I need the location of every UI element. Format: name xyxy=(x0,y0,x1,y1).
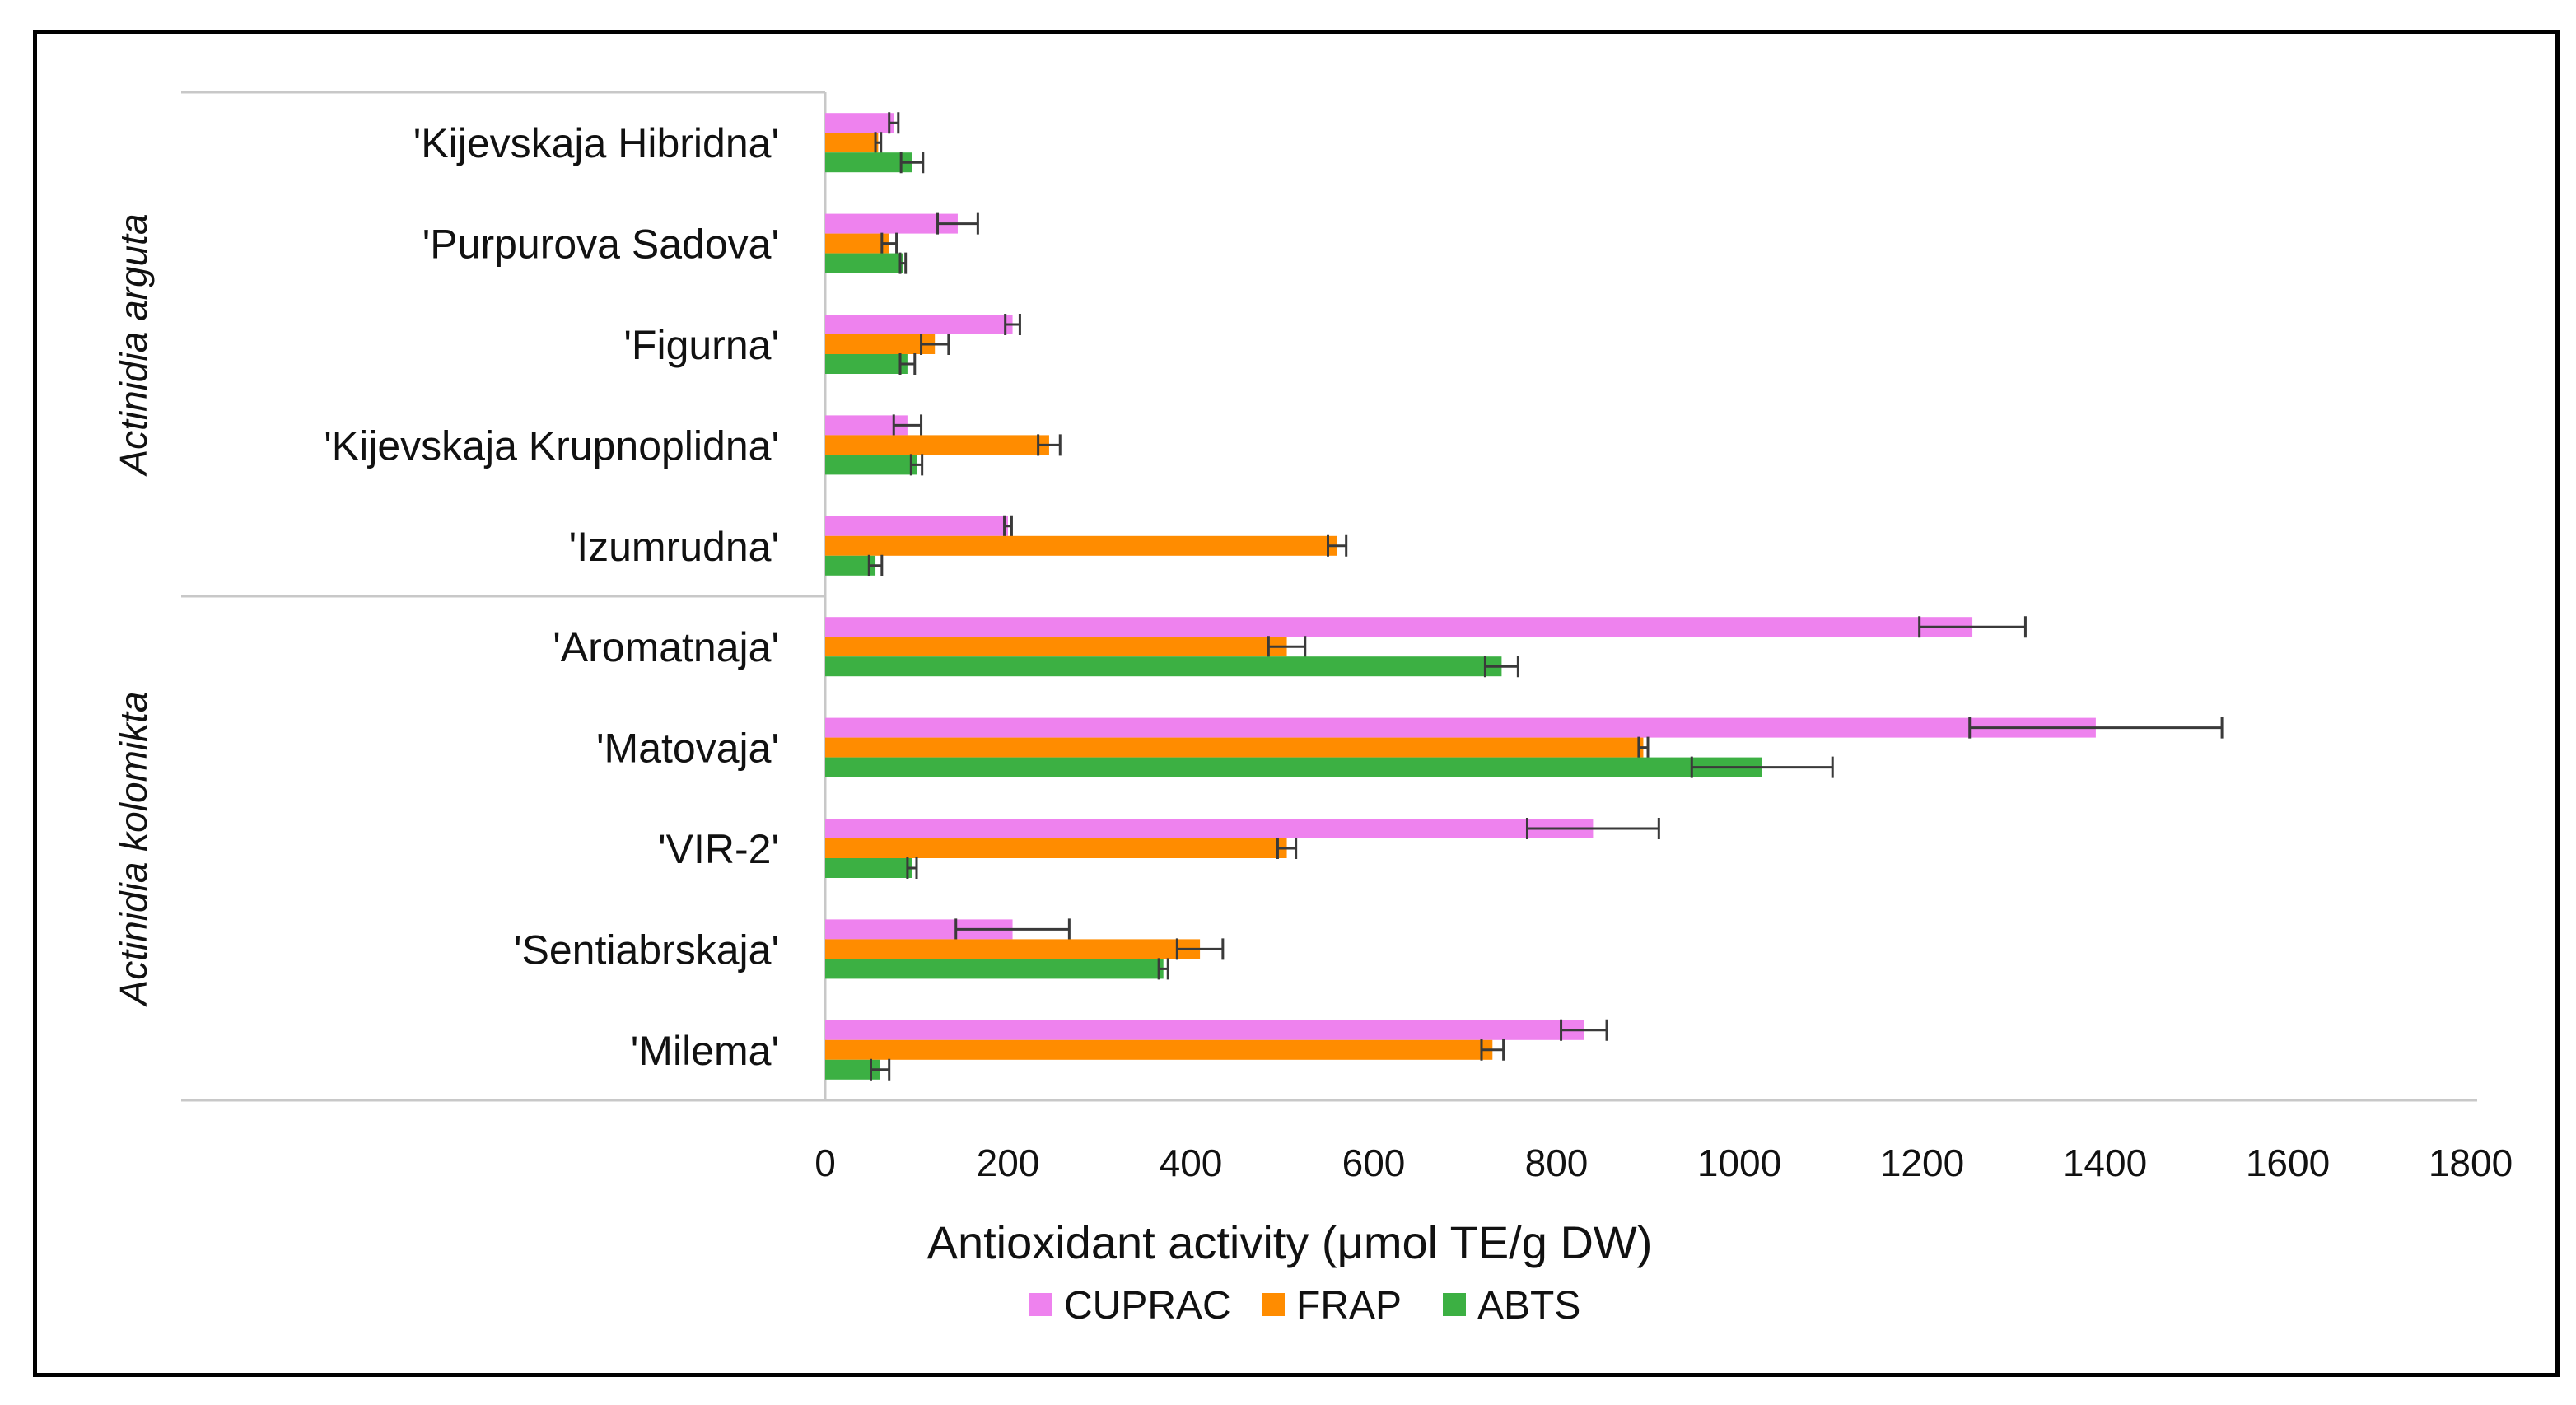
category-label: 'Sentiabrskaja' xyxy=(514,927,779,973)
bar-abts xyxy=(825,555,876,576)
x-tick-label: 1400 xyxy=(2063,1141,2147,1184)
error-bar-frap xyxy=(1037,434,1062,456)
bar-abts xyxy=(825,959,1164,979)
error-bar-frap xyxy=(1267,636,1307,658)
category-label: 'Figurna' xyxy=(623,322,779,368)
error-bar-abts xyxy=(906,857,918,879)
error-bar-cuprac xyxy=(1003,515,1013,537)
x-tick-label: 1600 xyxy=(2246,1141,2330,1184)
error-bar-abts xyxy=(1483,656,1519,678)
error-bar-frap xyxy=(1480,1039,1505,1061)
legend: CUPRAC FRAP ABTS xyxy=(1029,1284,1580,1328)
bar-frap xyxy=(825,435,1049,455)
x-tick-label: 1800 xyxy=(2429,1141,2513,1184)
bar-frap xyxy=(825,133,879,153)
bars-layer xyxy=(825,112,2224,1081)
bar-frap xyxy=(825,535,1337,556)
error-bar-cuprac xyxy=(1525,818,1660,839)
bar-frap xyxy=(825,233,889,254)
bar-abts xyxy=(825,656,1502,677)
x-tick-label: 800 xyxy=(1525,1141,1589,1184)
category-label: 'Milema' xyxy=(631,1028,779,1074)
error-bar-frap xyxy=(1276,838,1298,859)
category-label: 'Aromatnaja' xyxy=(553,624,779,670)
x-tick-label: 1000 xyxy=(1697,1141,1781,1184)
bar-cuprac xyxy=(825,1020,1584,1040)
group-label: Actinidia arguta xyxy=(112,213,155,477)
bar-frap xyxy=(825,737,1644,758)
error-bar-cuprac xyxy=(1004,314,1021,335)
error-bar-abts xyxy=(867,554,884,576)
error-bar-abts xyxy=(898,353,917,375)
error-bar-cuprac xyxy=(888,112,900,134)
error-bar-cuprac xyxy=(936,212,979,235)
error-bar-frap xyxy=(1637,736,1650,759)
bar-cuprac xyxy=(825,819,1594,838)
error-bar-frap xyxy=(880,232,898,254)
bar-cuprac xyxy=(825,717,2096,738)
bar-cuprac xyxy=(825,516,1008,536)
error-bar-cuprac xyxy=(954,918,1071,941)
error-bar-cuprac xyxy=(892,414,923,436)
bar-abts xyxy=(825,354,908,374)
legend-swatch-abts xyxy=(1443,1293,1466,1316)
legend-swatch-frap xyxy=(1262,1293,1285,1316)
bar-cuprac xyxy=(825,617,1973,637)
x-tick-label: 400 xyxy=(1160,1141,1223,1184)
legend-label-abts: ABTS xyxy=(1477,1284,1580,1328)
error-bar-abts xyxy=(899,152,925,174)
error-bar-abts xyxy=(898,252,908,274)
bar-abts xyxy=(825,253,903,273)
error-bar-cuprac xyxy=(1560,1019,1608,1041)
bar-frap xyxy=(825,334,936,354)
bar-frap xyxy=(825,1039,1493,1060)
error-bar-abts xyxy=(909,454,924,476)
bar-frap xyxy=(825,838,1287,858)
category-label: 'Kijevskaja Krupnoplidna' xyxy=(324,422,779,469)
category-label: 'VIR-2' xyxy=(658,826,779,872)
bar-abts xyxy=(825,455,917,475)
x-tick-label: 0 xyxy=(814,1141,836,1184)
error-bar-frap xyxy=(1175,938,1225,960)
bar-cuprac xyxy=(825,213,958,234)
error-bar-frap xyxy=(920,334,950,355)
error-bar-cuprac xyxy=(1918,616,2027,638)
group-label: Actinidia kolomikta xyxy=(112,692,155,1008)
labels-layer: Actinidia arguta Actinidia kolomikta 0 200 4… xyxy=(112,120,2513,1184)
error-bar-abts xyxy=(1157,958,1169,980)
error-bar-frap xyxy=(1327,534,1348,557)
category-label: 'Matovaja' xyxy=(596,726,779,772)
x-tick-label: 1200 xyxy=(1880,1141,1964,1184)
bar-abts xyxy=(825,757,1762,777)
x-axis-title: Antioxidant activity (μmol TE/g DW) xyxy=(927,1216,1653,1268)
x-tick-label: 600 xyxy=(1342,1141,1406,1184)
error-bar-abts xyxy=(1690,756,1834,778)
x-tick-label: 200 xyxy=(977,1141,1040,1184)
bar-frap xyxy=(825,939,1201,959)
legend-label-frap: FRAP xyxy=(1296,1284,1402,1328)
category-label: 'Purpurova Sadova' xyxy=(422,222,779,268)
category-label: 'Kijevskaja Hibridna' xyxy=(413,120,779,166)
bar-cuprac xyxy=(825,315,1013,334)
bar-cuprac xyxy=(825,113,894,133)
error-bar-cuprac xyxy=(1968,717,2224,739)
legend-swatch-cuprac xyxy=(1029,1293,1052,1316)
bar-abts xyxy=(825,152,912,173)
bar-abts xyxy=(825,858,912,878)
error-bar-frap xyxy=(874,132,883,154)
category-label: 'Izumrudna' xyxy=(569,524,779,570)
legend-label-cuprac: CUPRAC xyxy=(1064,1284,1231,1328)
chart-frame xyxy=(33,30,2560,1377)
bar-frap xyxy=(825,637,1287,657)
error-bar-abts xyxy=(870,1058,891,1081)
